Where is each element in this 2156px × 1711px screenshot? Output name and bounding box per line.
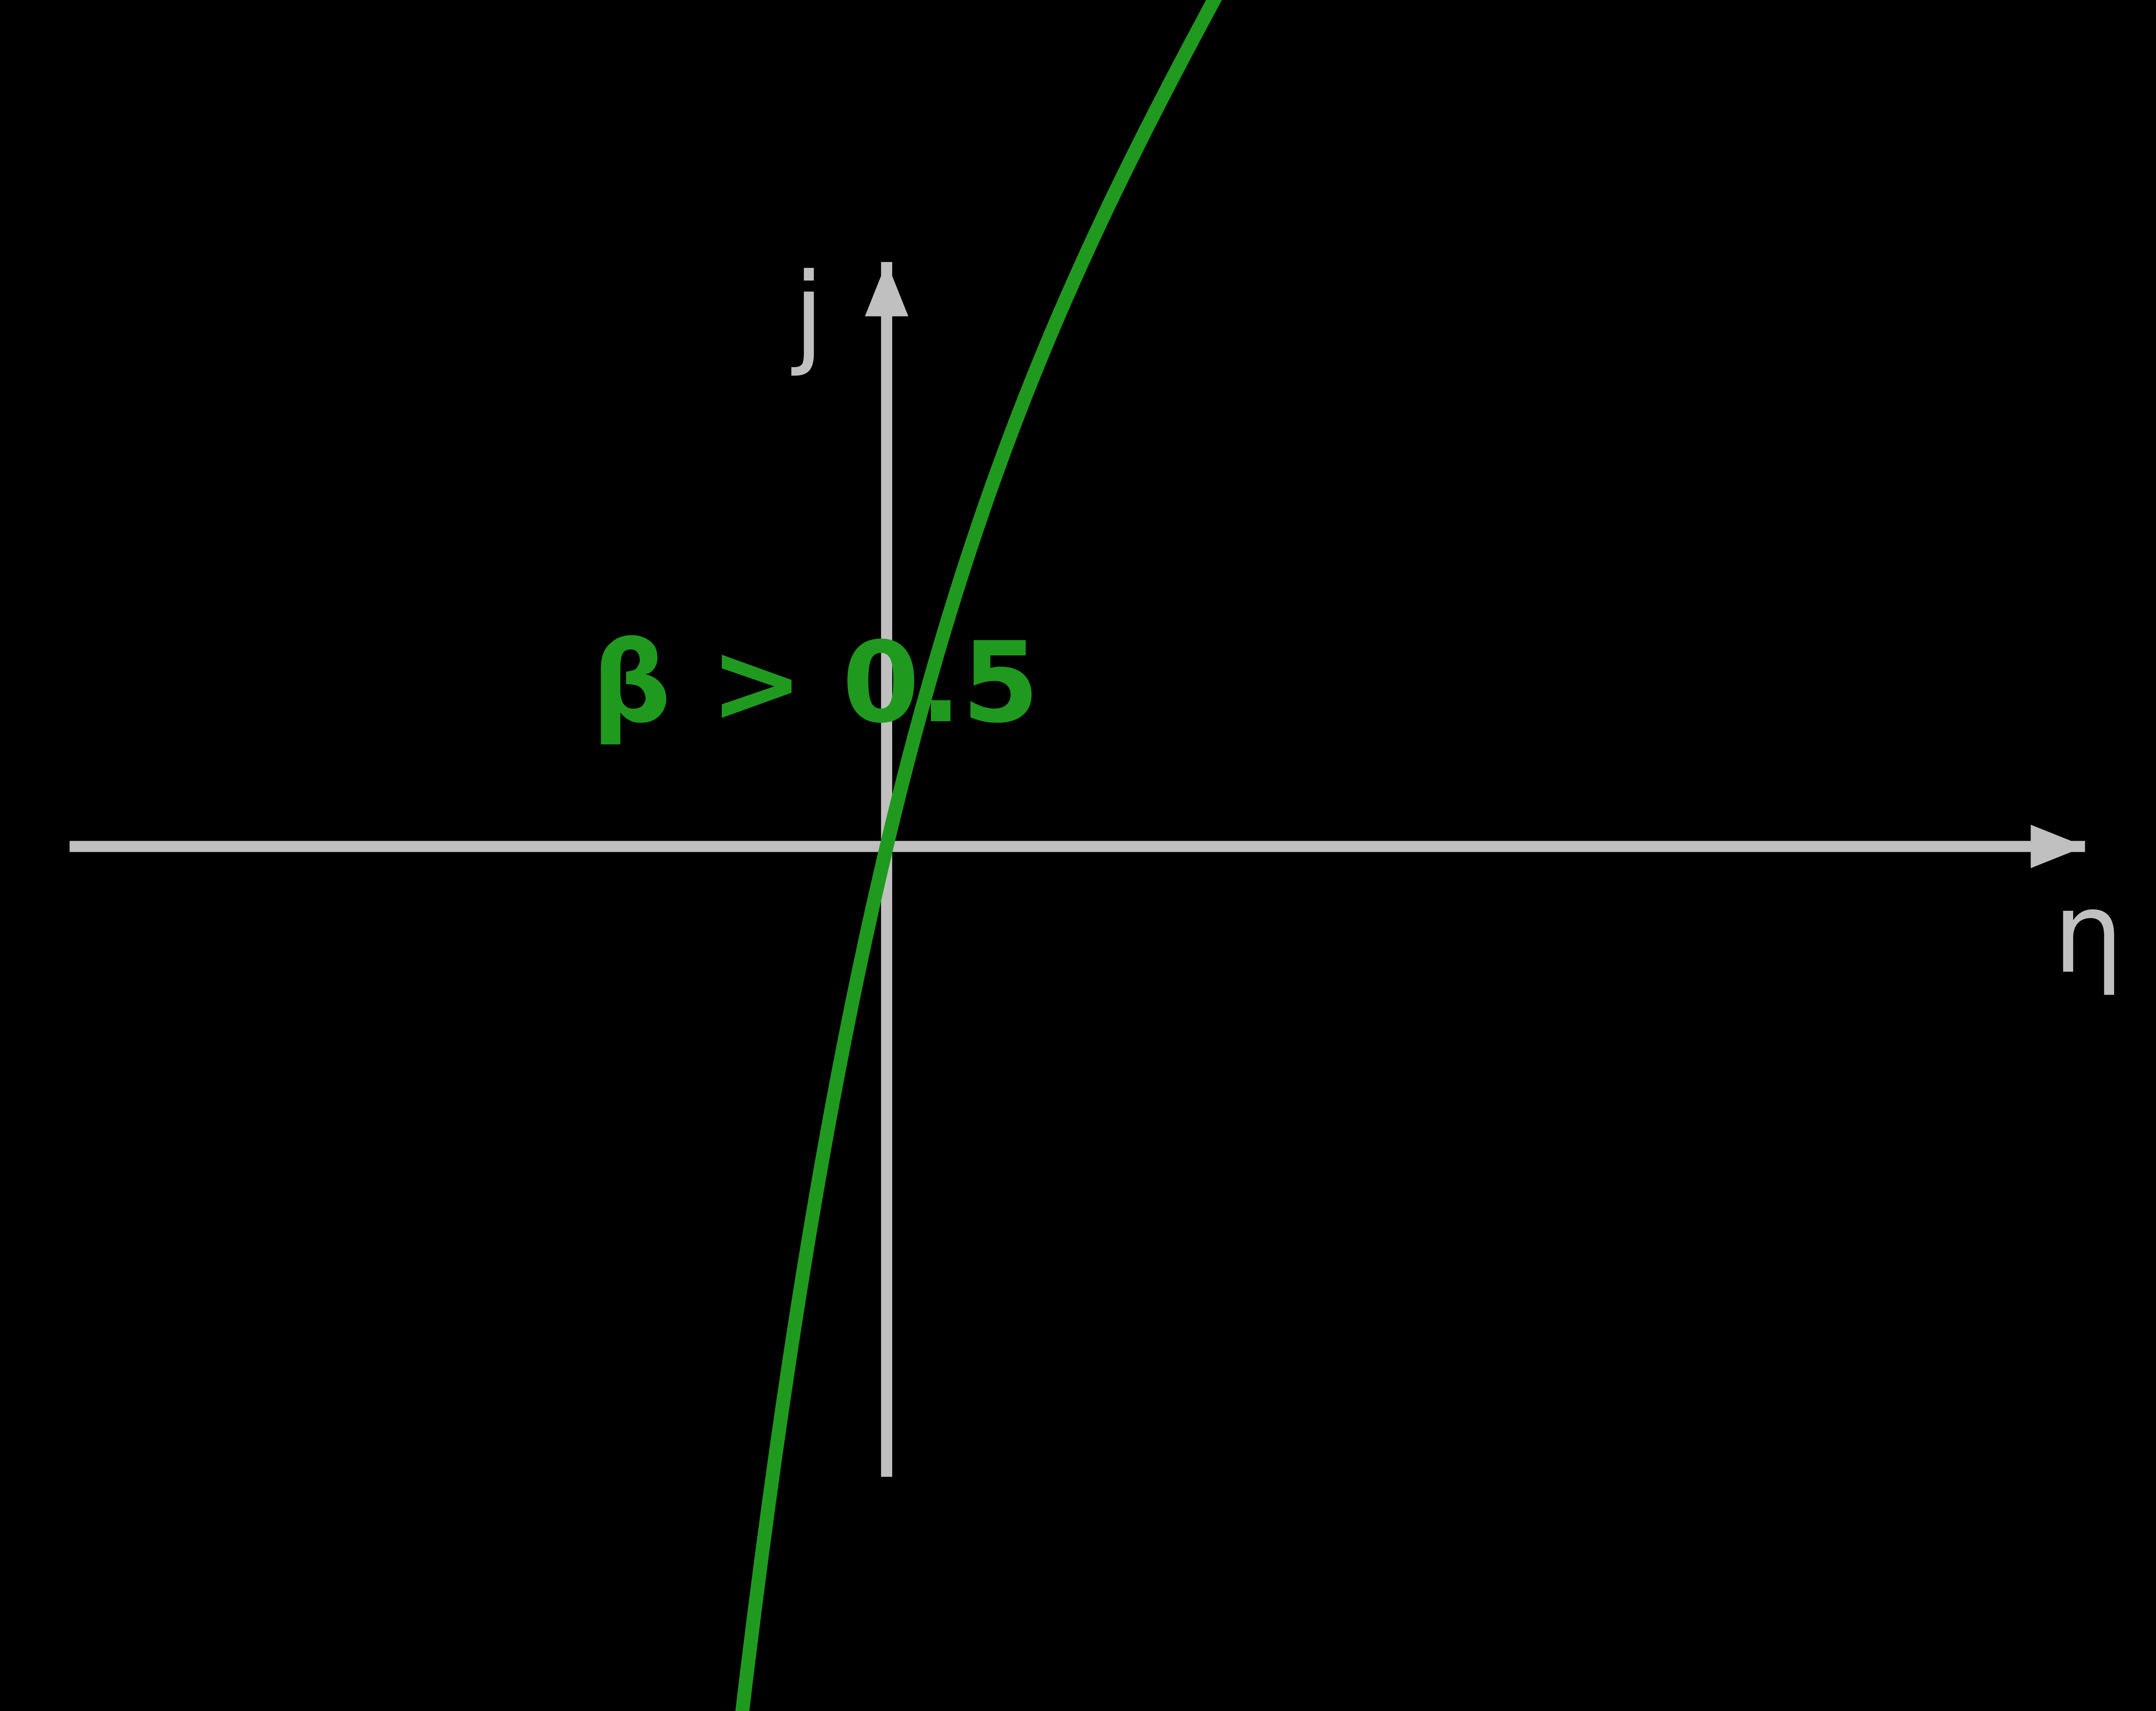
- y-axis-label: j: [790, 249, 824, 379]
- chart-container: j η β > 0.5: [0, 0, 2156, 1711]
- beta-annotation: β > 0.5: [592, 618, 1039, 748]
- x-axis-label: η: [2053, 868, 2124, 998]
- butler-volmer-curve: [121, 0, 2070, 1711]
- chart-svg: j η β > 0.5: [0, 0, 2156, 1711]
